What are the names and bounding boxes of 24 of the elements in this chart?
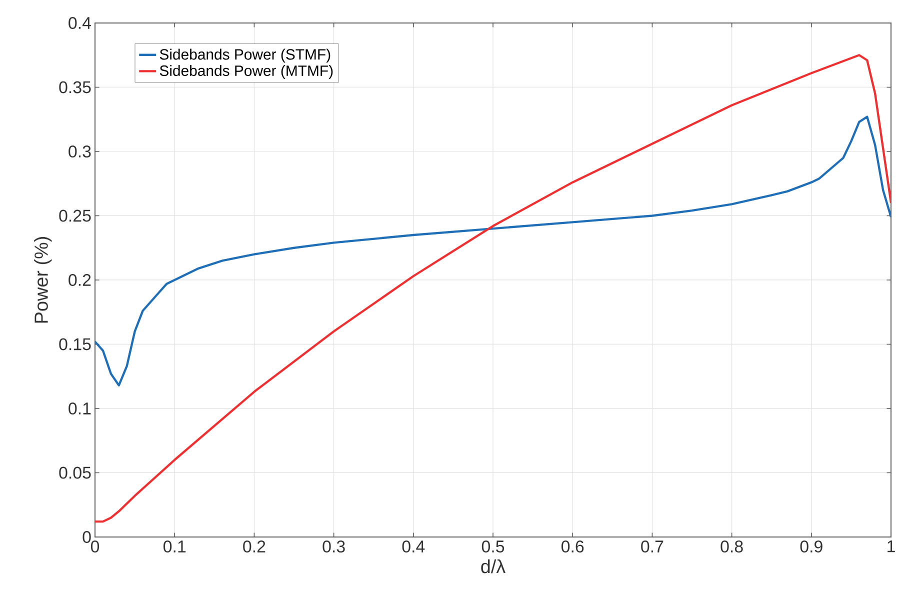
x-tick-label: 0 — [90, 540, 100, 552]
y-tick-label: 0.25 — [59, 210, 91, 222]
y-tick-label: 0.2 — [68, 274, 91, 286]
legend-label: Sidebands Power (MTMF) — [160, 65, 333, 79]
x-tick-label: 1 — [888, 540, 895, 552]
y-tick-label: 0.3 — [68, 145, 91, 158]
x-tick-label: 0.6 — [561, 540, 584, 552]
y-tick-label: 0.15 — [59, 338, 91, 350]
y-tick-label: 0 — [82, 530, 91, 543]
x-tick-label: 0.7 — [641, 540, 664, 552]
y-tick-label: 0.4 — [68, 16, 91, 29]
x-tick-label: 0.3 — [322, 540, 345, 552]
x-tick-label: 0.2 — [243, 540, 266, 552]
x-axis-title: d/λ — [481, 559, 506, 574]
x-tick-label: 0.1 — [163, 540, 186, 552]
y-tick-label: 0.05 — [59, 466, 91, 479]
y-tick-label: 0.1 — [68, 402, 91, 414]
x-tick-label: 0.4 — [402, 540, 425, 552]
x-tick-label: 0.5 — [482, 540, 504, 552]
y-tick-label: 0.35 — [59, 81, 91, 94]
y-axis-title: Power (%) — [34, 237, 52, 323]
x-tick-label: 0.9 — [800, 540, 822, 552]
legend-label: Sidebands Power (STMF) — [160, 48, 330, 63]
x-tick-label: 0.8 — [720, 540, 743, 552]
